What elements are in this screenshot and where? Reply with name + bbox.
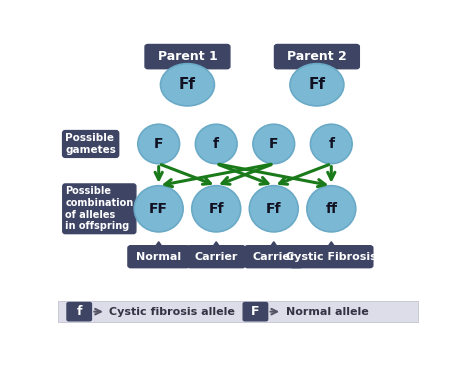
Ellipse shape <box>134 186 183 232</box>
Text: FF: FF <box>149 202 168 216</box>
FancyBboxPatch shape <box>128 246 189 268</box>
Text: Parent 1: Parent 1 <box>157 50 217 63</box>
FancyBboxPatch shape <box>289 246 372 268</box>
Text: Ff: Ff <box>308 77 325 92</box>
Ellipse shape <box>195 124 237 164</box>
Ellipse shape <box>249 186 298 232</box>
Text: Carrier: Carrier <box>194 252 238 262</box>
Polygon shape <box>269 242 277 248</box>
Polygon shape <box>183 67 191 73</box>
FancyBboxPatch shape <box>187 246 244 268</box>
Ellipse shape <box>191 186 240 232</box>
Text: F: F <box>250 305 259 318</box>
Text: Carrier: Carrier <box>251 252 295 262</box>
FancyBboxPatch shape <box>274 45 358 69</box>
FancyBboxPatch shape <box>145 45 229 69</box>
Text: Possible
gametes: Possible gametes <box>65 133 116 155</box>
Text: F: F <box>154 137 163 151</box>
FancyBboxPatch shape <box>244 246 302 268</box>
Text: ff: ff <box>325 202 337 216</box>
Polygon shape <box>154 242 163 248</box>
Text: Ff: Ff <box>265 202 281 216</box>
Ellipse shape <box>138 124 179 164</box>
Ellipse shape <box>289 64 343 106</box>
Ellipse shape <box>160 64 214 106</box>
Text: f: f <box>328 137 333 151</box>
Polygon shape <box>312 67 320 73</box>
Text: Ff: Ff <box>179 77 195 92</box>
Text: Cystic fibrosis allele: Cystic fibrosis allele <box>109 307 235 317</box>
Polygon shape <box>212 242 220 248</box>
Text: f: f <box>213 137 219 151</box>
Text: Ff: Ff <box>208 202 224 216</box>
FancyBboxPatch shape <box>58 301 417 322</box>
Polygon shape <box>326 242 335 248</box>
Text: Cystic Fibrosis: Cystic Fibrosis <box>285 252 376 262</box>
Text: Normal allele: Normal allele <box>285 307 368 317</box>
Ellipse shape <box>310 124 351 164</box>
Text: Normal: Normal <box>136 252 181 262</box>
Text: Parent 2: Parent 2 <box>287 50 346 63</box>
Text: Possible
combination
of alleles
in offspring: Possible combination of alleles in offsp… <box>65 186 133 231</box>
Text: f: f <box>76 305 82 318</box>
FancyBboxPatch shape <box>67 302 91 321</box>
FancyBboxPatch shape <box>243 302 267 321</box>
Text: F: F <box>269 137 278 151</box>
Ellipse shape <box>252 124 294 164</box>
Ellipse shape <box>306 186 355 232</box>
